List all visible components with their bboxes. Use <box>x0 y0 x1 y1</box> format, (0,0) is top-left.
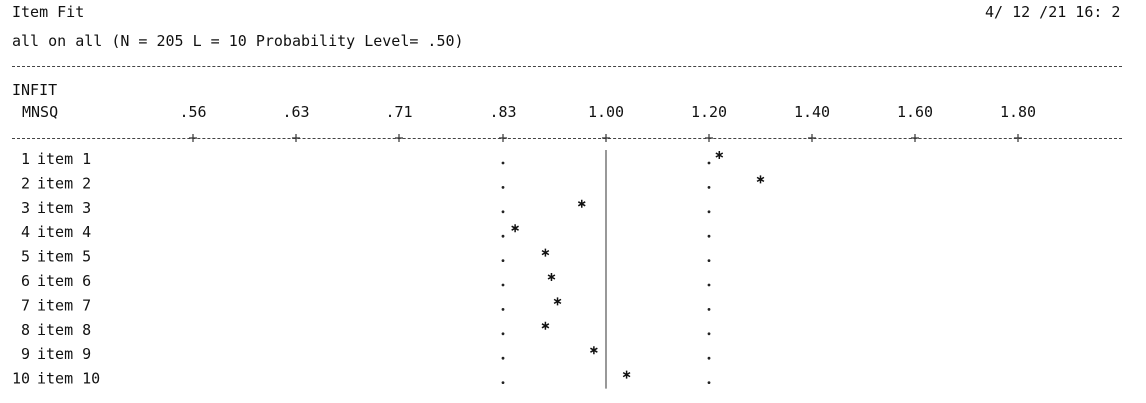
x-tick-mark <box>499 134 507 142</box>
data-point <box>590 346 598 355</box>
x-tick-mark <box>189 134 197 142</box>
item-number: 3 <box>21 199 30 217</box>
item-number: 9 <box>21 345 30 363</box>
range-bound-dot <box>501 308 505 311</box>
data-point <box>511 224 519 233</box>
item-label: item 3 <box>37 199 91 217</box>
axis-label-mnsq: MNSQ <box>22 103 59 121</box>
timestamp: 4/ 12 /21 16: 2 <box>985 3 1121 21</box>
x-tick-mark <box>1014 134 1022 142</box>
range-bound-dot <box>501 234 505 238</box>
range-bound-dot <box>707 332 711 336</box>
x-tick-mark <box>705 134 713 142</box>
item-number: 8 <box>21 321 30 339</box>
data-point <box>715 151 724 159</box>
item-label: item 7 <box>37 296 91 314</box>
item-label: item 8 <box>37 321 91 339</box>
x-tick-label: .63 <box>282 103 309 121</box>
range-bound-dot <box>501 210 505 214</box>
chart-title: Item Fit <box>12 3 85 21</box>
item-number: 4 <box>21 223 30 241</box>
item-label: item 4 <box>37 223 91 241</box>
range-bound-dot <box>707 381 711 384</box>
item-number: 1 <box>21 150 30 168</box>
range-bound-dot <box>501 381 505 384</box>
x-tick-mark <box>602 134 610 142</box>
x-tick-mark <box>292 134 300 142</box>
item-label: item 9 <box>37 345 91 363</box>
item-number: 6 <box>21 272 30 290</box>
data-point <box>547 273 556 281</box>
item-label: item 1 <box>37 150 91 168</box>
range-bound-dot <box>707 308 711 311</box>
range-bound-dot <box>501 283 505 287</box>
range-bound-dot <box>707 186 711 189</box>
range-bound-dot <box>501 332 505 336</box>
item-number: 10 <box>12 370 30 388</box>
data-point <box>541 248 550 257</box>
x-tick-mark <box>911 134 919 142</box>
axis-label-infit: INFIT <box>12 81 58 99</box>
x-tick-label: 1.20 <box>691 103 727 121</box>
chart-subtitle: all on all (N = 205 L = 10 Probability L… <box>12 32 464 50</box>
range-bound-dot <box>707 356 711 360</box>
item-number: 5 <box>21 248 30 266</box>
x-tick-label: 1.60 <box>897 103 933 121</box>
x-tick-label: 1.80 <box>1000 103 1036 121</box>
item-label: item 5 <box>37 248 91 266</box>
item-number: 7 <box>21 296 30 314</box>
item-label: item 10 <box>37 370 100 388</box>
data-point <box>553 297 562 306</box>
x-tick-label: .71 <box>385 103 412 121</box>
x-tick-label: .83 <box>489 103 516 121</box>
item-number: 2 <box>21 174 30 192</box>
range-bound-dot <box>707 283 711 287</box>
item-label: item 2 <box>37 174 91 192</box>
range-bound-dot <box>501 259 505 262</box>
x-tick-mark <box>808 134 816 142</box>
data-point <box>577 199 586 208</box>
range-bound-dot <box>501 356 505 360</box>
range-bound-dot <box>501 161 505 165</box>
range-bound-dot <box>707 161 711 165</box>
data-point <box>756 175 765 184</box>
item-label: item 6 <box>37 272 91 290</box>
x-tick-mark <box>395 134 403 142</box>
x-tick-label: .56 <box>179 103 206 121</box>
x-tick-label: 1.00 <box>588 103 624 121</box>
range-bound-dot <box>707 210 711 214</box>
range-bound-dot <box>707 234 711 238</box>
range-bound-dot <box>501 186 505 189</box>
x-tick-label: 1.40 <box>794 103 830 121</box>
axis-divider <box>12 138 1122 139</box>
top-divider <box>12 66 1122 67</box>
range-bound-dot <box>707 259 711 262</box>
data-point <box>622 370 631 379</box>
data-point <box>541 321 550 330</box>
